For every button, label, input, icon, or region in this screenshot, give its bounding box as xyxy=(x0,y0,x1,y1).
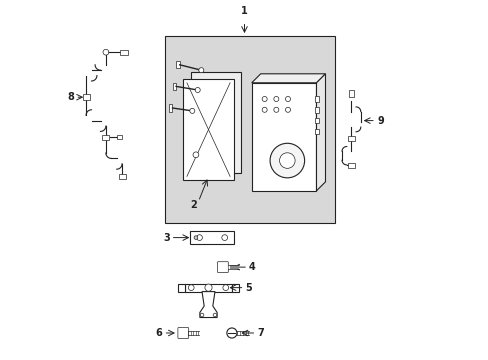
Text: 5: 5 xyxy=(245,283,252,293)
Bar xyxy=(314,107,318,113)
Text: 2: 2 xyxy=(190,200,196,210)
Bar xyxy=(235,265,236,269)
Circle shape xyxy=(195,87,200,93)
Bar xyxy=(185,284,231,292)
Bar xyxy=(165,36,334,223)
Circle shape xyxy=(262,107,266,112)
Circle shape xyxy=(204,284,212,291)
Bar xyxy=(348,90,353,97)
Bar xyxy=(314,96,318,102)
Circle shape xyxy=(189,108,194,113)
Bar xyxy=(190,231,233,244)
Text: 8: 8 xyxy=(67,92,74,102)
Polygon shape xyxy=(316,74,325,191)
Circle shape xyxy=(262,96,266,102)
Circle shape xyxy=(285,107,290,112)
Text: 6: 6 xyxy=(156,328,162,338)
Circle shape xyxy=(222,235,227,240)
Bar xyxy=(314,129,318,134)
Circle shape xyxy=(223,285,228,291)
Bar xyxy=(117,135,122,139)
Bar xyxy=(168,104,172,112)
Bar xyxy=(233,265,234,269)
Circle shape xyxy=(269,143,304,178)
Circle shape xyxy=(273,96,278,102)
Text: 7: 7 xyxy=(257,328,264,338)
Text: 4: 4 xyxy=(248,262,255,272)
Bar xyxy=(82,94,89,100)
Polygon shape xyxy=(251,74,325,83)
Circle shape xyxy=(199,68,203,73)
Bar xyxy=(227,265,228,269)
Circle shape xyxy=(196,235,202,240)
Circle shape xyxy=(188,285,194,291)
Bar xyxy=(347,163,354,168)
Polygon shape xyxy=(178,284,185,292)
FancyBboxPatch shape xyxy=(178,328,188,338)
Circle shape xyxy=(194,236,197,239)
Bar xyxy=(237,265,238,269)
Text: 9: 9 xyxy=(376,116,383,126)
Bar xyxy=(172,83,176,90)
Circle shape xyxy=(200,313,203,317)
Bar xyxy=(183,79,233,180)
Circle shape xyxy=(103,49,108,55)
Bar xyxy=(314,118,318,123)
Circle shape xyxy=(213,313,216,317)
Bar xyxy=(118,174,125,179)
FancyBboxPatch shape xyxy=(217,262,228,273)
Polygon shape xyxy=(231,284,239,292)
Text: 3: 3 xyxy=(163,233,169,243)
Circle shape xyxy=(273,107,278,112)
Circle shape xyxy=(226,328,237,338)
Bar xyxy=(102,135,109,140)
Bar xyxy=(176,61,179,68)
Bar xyxy=(251,83,316,191)
Circle shape xyxy=(279,153,295,168)
Circle shape xyxy=(193,152,199,158)
Circle shape xyxy=(285,96,290,102)
Bar xyxy=(229,265,230,269)
Polygon shape xyxy=(200,292,217,318)
Text: 1: 1 xyxy=(241,6,247,16)
Bar xyxy=(347,136,354,141)
Bar xyxy=(190,72,241,173)
Bar xyxy=(120,50,128,55)
Bar xyxy=(231,265,232,269)
